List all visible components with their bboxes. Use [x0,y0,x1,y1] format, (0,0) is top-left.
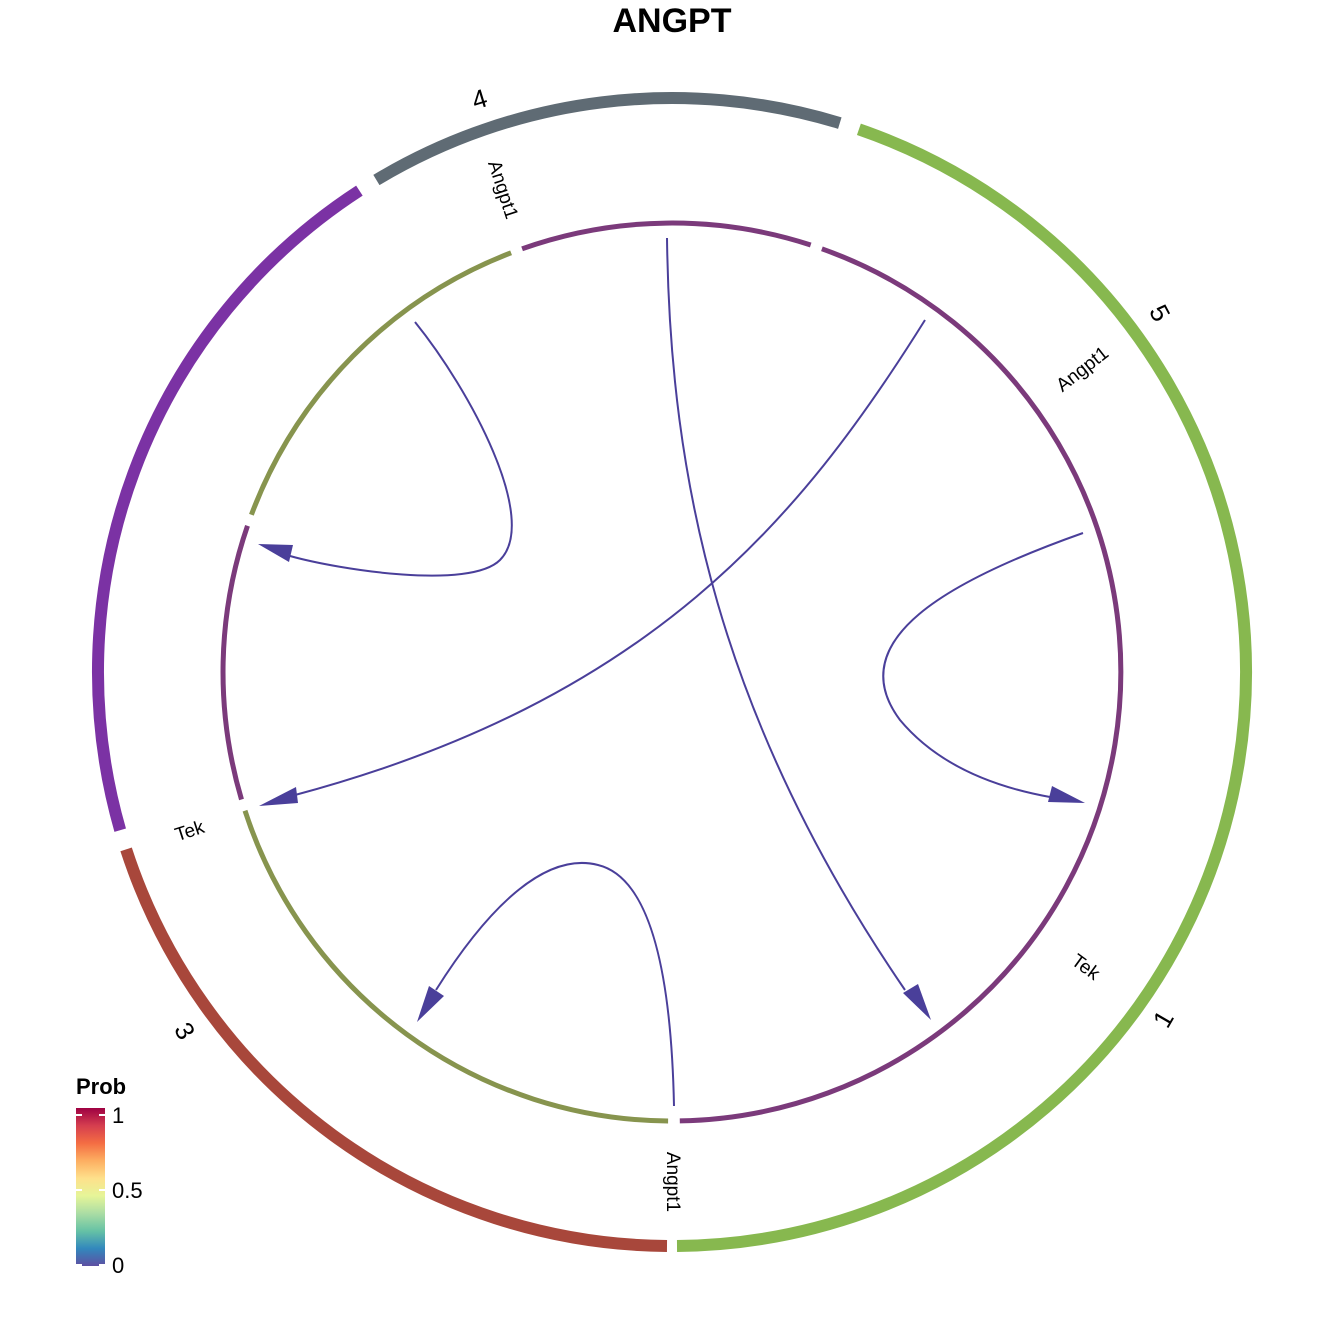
link-5-to-1 [882,532,1085,803]
link-4-to-3 [258,321,513,577]
group-arc-5 [676,123,1252,1252]
link-3-to-3 [417,862,675,1107]
gene-label-angpt1-3: Angpt1 [662,1152,683,1212]
link-arrowhead [417,986,444,1022]
link-arrowhead [903,984,931,1020]
group-label-3: 3 [168,1017,201,1045]
gene-arc-tek-1 [242,809,669,1124]
gene-arc-tek-3 [249,250,512,516]
link-arrowhead [258,544,293,562]
group-label-5: 5 [1143,300,1176,327]
gene-arc-angpt1-4 [521,220,812,252]
gene-label-angpt1-4: Angpt1 [483,158,522,222]
group-label-1: 1 [1147,1005,1180,1033]
group-label-4: 4 [468,83,491,116]
link-4-to-1 [666,237,931,1020]
legend-colorbar [76,1108,105,1266]
legend-tick-label: 0.5 [112,1178,143,1203]
link-arrowhead [1048,786,1085,803]
gene-label-tek-1: Tek [1067,950,1104,985]
group-ring [91,92,1252,1252]
group-arc-4 [373,92,842,186]
group-arc-1 [120,847,668,1252]
prob-legend: Prob 1 0.5 0 [76,1074,143,1278]
gene-arc-angpt1-3 [220,524,250,801]
label-layer: 1 3 4 5 Tek Angpt1 Tek Angpt1 Angpt1 [168,83,1180,1213]
chart-title: ANGPT [613,2,732,40]
link-layer [258,237,1085,1107]
legend-tick-label: 1 [112,1103,124,1128]
link-arrowhead [259,787,298,806]
gene-label-tek-3: Tek [173,817,208,846]
legend-tick-label: 0 [112,1253,124,1278]
gene-label-angpt1-5: Angpt1 [1053,343,1113,397]
gene-arc-angpt1-5 [679,246,1124,1124]
link-5-to-3 [259,319,926,806]
gene-ring [220,220,1124,1124]
legend-title: Prob [76,1074,126,1099]
group-arc-3 [91,185,363,832]
